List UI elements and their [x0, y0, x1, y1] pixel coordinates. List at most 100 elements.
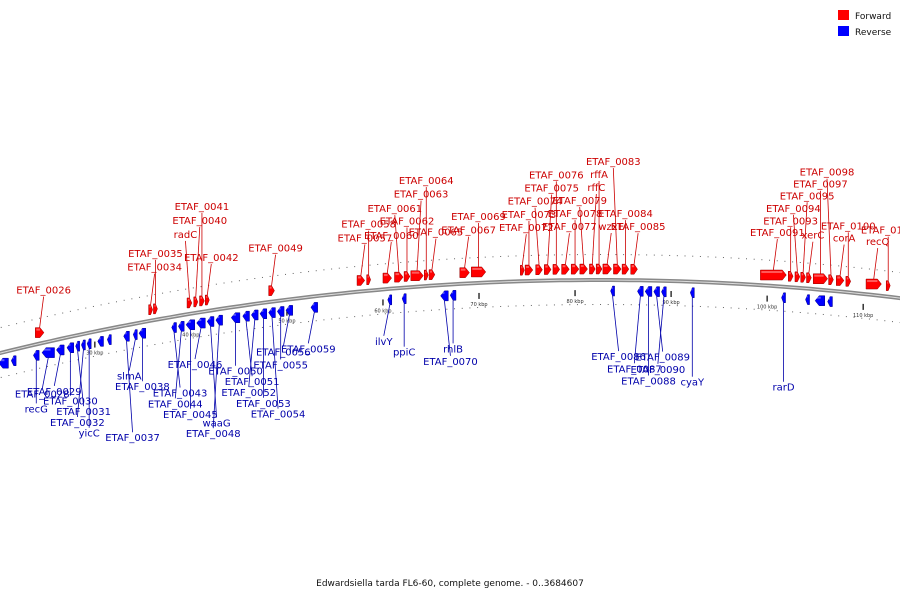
gene-label[interactable]: rhlB — [443, 344, 463, 355]
gene-arrow[interactable] — [570, 263, 580, 275]
gene-arrow[interactable] — [148, 304, 153, 315]
gene-label[interactable]: ETAF_0086 — [591, 352, 646, 363]
forward-gene-corA[interactable]: corA — [833, 234, 856, 286]
forward-gene-ETAF_0057[interactable]: ETAF_0057 — [338, 233, 393, 286]
forward-gene-ETAF_0067[interactable]: ETAF_0067 — [441, 226, 496, 278]
forward-gene-ETAF_0075[interactable]: ETAF_0075 — [524, 184, 579, 275]
reverse-gene-ETAF_0038[interactable]: ETAF_0038 — [115, 327, 170, 393]
gene-label[interactable]: ETAF_0045 — [163, 410, 218, 421]
gene-arrow[interactable] — [196, 317, 206, 329]
gene-label[interactable]: ETAF_0031 — [56, 407, 111, 418]
gene-arrow[interactable] — [637, 286, 644, 297]
forward-gene-ETAF_0063[interactable]: ETAF_0063 — [394, 190, 449, 281]
forward-gene-rffC[interactable]: rffC — [587, 183, 605, 275]
gene-label[interactable]: ETAF_0087 — [607, 364, 662, 375]
gene-label[interactable]: ETAF_0034 — [127, 263, 182, 274]
forward-gene-ETAF_0091[interactable]: ETAF_0091 — [750, 228, 805, 281]
gene-arrow[interactable] — [449, 290, 457, 301]
gene-label[interactable]: ETAF_0064 — [399, 176, 454, 187]
gene-arrow[interactable] — [107, 334, 112, 345]
gene-label[interactable]: cyaY — [680, 378, 705, 389]
gene-arrow[interactable] — [268, 307, 276, 318]
gene-arrow[interactable] — [259, 308, 268, 320]
gene-label[interactable]: ETAF_0046 — [168, 360, 223, 371]
reverse-gene-rhlB[interactable]: rhlB — [443, 290, 463, 355]
gene-arrow[interactable] — [781, 292, 786, 303]
forward-gene-ETAF_0062[interactable]: ETAF_0062 — [380, 216, 435, 282]
gene-label[interactable]: rffC — [587, 183, 605, 194]
forward-gene-ETAF_0097[interactable]: ETAF_0097 — [793, 180, 848, 284]
forward-gene-ETAF_0093[interactable]: ETAF_0093 — [763, 216, 818, 282]
gene-label[interactable]: ETAF_0037 — [105, 433, 160, 444]
gene-arrow[interactable] — [602, 263, 612, 275]
reverse-gene-ETAF_0053[interactable]: ETAF_0053 — [236, 308, 291, 410]
reverse-gene-ETAF_0059[interactable]: ETAF_0059 — [281, 302, 336, 355]
gene-arrow[interactable] — [806, 272, 812, 283]
reverse-gene-waaG[interactable]: waaG — [202, 316, 231, 430]
gene-label[interactable]: ETAF_0076 — [529, 170, 584, 181]
gene-label[interactable]: recQ — [866, 237, 890, 248]
gene-label[interactable]: ETAF_0051 — [225, 377, 280, 388]
gene-arrow[interactable] — [206, 316, 215, 327]
gene-arrow[interactable] — [621, 263, 630, 275]
gene-label[interactable]: ETAF_0030 — [43, 397, 98, 408]
gene-arrow[interactable] — [178, 321, 185, 332]
gene-label[interactable]: ETAF_0090 — [631, 365, 686, 376]
gene-label[interactable]: ETAF_0078 — [548, 209, 603, 220]
forward-gene-ETAF_0061[interactable]: ETAF_0061 — [367, 204, 422, 283]
forward-gene-rffA[interactable]: rffA — [590, 170, 608, 275]
gene-label[interactable]: ETAF_0083 — [586, 157, 641, 168]
gene-arrow[interactable] — [653, 286, 660, 297]
reverse-gene-ETAF_0056[interactable]: ETAF_0056 — [256, 305, 311, 358]
gene-arrow[interactable] — [251, 309, 259, 321]
gene-label[interactable]: rarD — [773, 383, 795, 394]
forward-gene-ETAF_0035[interactable]: ETAF_0035 — [128, 249, 183, 315]
gene-arrow[interactable] — [185, 319, 195, 331]
reverse-genes[interactable]: recG ETAF_0028ETAF_0029ETAF_0030ETAF_0031… — [0, 285, 833, 444]
gene-label[interactable]: rffA — [590, 170, 608, 181]
reverse-gene-ETAF_0044[interactable]: ETAF_0044 — [148, 321, 203, 410]
gene-label[interactable]: ETAF_0050 — [208, 367, 263, 378]
gene-label[interactable]: ETAF_0041 — [175, 202, 230, 213]
forward-gene-ETAF_0083[interactable]: ETAF_0083 — [586, 157, 641, 275]
gene-arrow[interactable] — [630, 263, 638, 275]
gene-label[interactable]: radC — [174, 230, 198, 241]
gene-label[interactable]: ETAF_0079 — [552, 196, 607, 207]
gene-label[interactable]: ETAF_0043 — [153, 389, 208, 400]
gene-label[interactable]: ETAF_0029 — [27, 387, 82, 398]
gene-arrow[interactable] — [11, 355, 17, 366]
gene-label[interactable]: ETAF_0042 — [184, 253, 239, 264]
gene-arrow[interactable] — [428, 269, 436, 280]
gene-label[interactable]: ETAF_0069 — [451, 212, 506, 223]
forward-gene-ETAF_0049[interactable]: ETAF_0049 — [248, 244, 303, 296]
gene-arrow[interactable] — [520, 264, 525, 276]
gene-label[interactable]: ETAF_0058 — [341, 220, 396, 231]
gene-arrow[interactable] — [552, 264, 560, 275]
forward-gene-ETAF_0074[interactable]: ETAF_0074 — [508, 197, 563, 275]
reverse-gene-ETAF_0030[interactable]: ETAF_0030 — [43, 342, 98, 408]
reverse-gene-1[interactable] — [11, 355, 17, 366]
gene-label[interactable]: xerC — [801, 231, 824, 242]
forward-gene-ETAF_0079[interactable]: ETAF_0079 — [552, 196, 607, 275]
gene-label[interactable]: ETAF_0032 — [50, 418, 105, 429]
gene-label[interactable]: ETAF_0038 — [115, 382, 170, 393]
gene-label[interactable]: ETAF_0089 — [635, 353, 690, 364]
forward-gene-ETAF_0058[interactable]: ETAF_0058 — [341, 220, 396, 285]
forward-gene-ETAF_0095[interactable]: ETAF_0095 — [780, 191, 835, 283]
gene-arrow[interactable] — [382, 272, 392, 284]
gene-arrow[interactable] — [579, 263, 588, 275]
gene-arrow[interactable] — [205, 294, 210, 306]
gene-label[interactable]: ETAF_0072 — [499, 223, 554, 234]
gene-label[interactable]: ETAF_0085 — [611, 222, 666, 233]
gene-arrow[interactable] — [81, 339, 86, 351]
forward-gene-ETAF_0064[interactable]: ETAF_0064 — [399, 176, 454, 281]
gene-arrow[interactable] — [613, 263, 622, 275]
gene-arrow[interactable] — [199, 295, 205, 307]
gene-arrow[interactable] — [595, 263, 603, 275]
gene-arrow[interactable] — [193, 296, 199, 308]
gene-label[interactable]: ETAF_0095 — [780, 191, 835, 202]
gene-label[interactable]: corA — [833, 234, 856, 245]
gene-arrow[interactable] — [524, 264, 534, 276]
forward-gene-xerC[interactable]: xerC — [801, 231, 824, 283]
gene-arrow[interactable] — [66, 342, 74, 353]
